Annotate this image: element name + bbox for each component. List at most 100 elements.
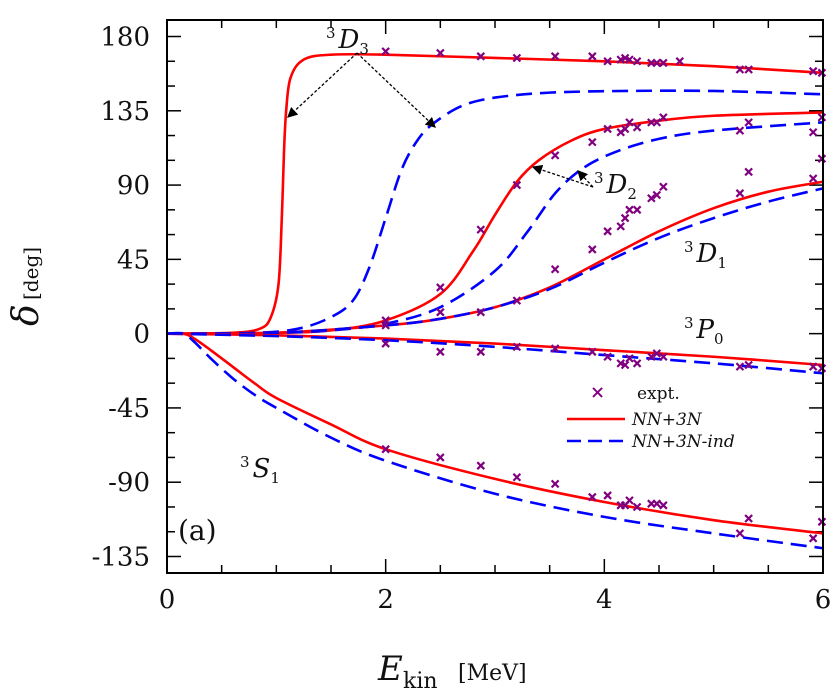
x-axis-label: E kin [MeV]: [377, 649, 527, 694]
expt-point: [744, 167, 753, 177]
expt-point: [436, 307, 445, 317]
curves: [166, 52, 824, 550]
expt-point: [603, 491, 612, 500]
expt-point: [632, 359, 642, 368]
y-tick-label: -45: [108, 394, 150, 424]
expt-point: [659, 501, 668, 510]
expt-point: [744, 514, 753, 523]
expt-point: [632, 502, 642, 512]
curve-3D2-nn3n-ind: [166, 121, 824, 335]
expt-point: [744, 65, 753, 74]
expt-point: [817, 154, 827, 163]
expt-point: [476, 225, 486, 234]
expt-point: [659, 113, 668, 122]
expt-point: [632, 56, 642, 66]
expt-point: [808, 362, 818, 371]
expt-point: [735, 362, 745, 371]
expt-point: [436, 283, 445, 292]
expt-point: [808, 66, 818, 76]
annotation-arrows: [287, 52, 594, 188]
expt-point: [588, 52, 597, 61]
expt-point: [512, 342, 522, 352]
expt-point: [808, 534, 818, 543]
legend-expt-marker: ×: [590, 382, 605, 403]
expt-point: [550, 52, 560, 61]
expt-point: [652, 349, 662, 358]
curve-3S1-nn3n-ind: [166, 331, 824, 550]
expt-point: [735, 126, 745, 135]
x-tick-label: 4: [596, 585, 613, 615]
expt-point: [550, 479, 560, 489]
y-tick-label: -135: [92, 542, 150, 572]
expt-point: [652, 118, 662, 127]
expt-point: [588, 347, 597, 357]
expt-point: [436, 48, 445, 58]
expt-point: [808, 127, 818, 137]
expt-point: [625, 118, 634, 127]
expt-point: [675, 56, 685, 66]
expt-point: [652, 499, 662, 508]
expt-point: [817, 364, 827, 373]
expt-point: [381, 339, 390, 348]
expt-point: [625, 354, 634, 363]
annotation-arrow: [287, 52, 358, 118]
expt-point: [476, 52, 486, 61]
x-tick-label: 6: [815, 585, 830, 615]
annotation-arrow: [577, 170, 594, 188]
expt-point: [512, 53, 522, 63]
y-tick-label: 135: [100, 97, 150, 127]
y-tick-label: -90: [108, 468, 150, 498]
expt-point: [625, 55, 634, 64]
channel-labels: 3 D3 3 D2 3 D1 3 P0 3 S1: [240, 24, 727, 487]
svg-text:kin: kin: [403, 669, 438, 694]
expt-point: [512, 296, 522, 305]
expt-point: [632, 123, 642, 132]
expt-point: [659, 58, 668, 68]
expt-point: [659, 182, 668, 192]
svg-text:[deg]: [deg]: [19, 247, 43, 300]
expt-point: [817, 113, 827, 122]
curve-3D1-nn3n-ind: [166, 187, 824, 335]
expt-point: [381, 47, 390, 56]
expt-point: [603, 56, 612, 66]
svg-text:δ: δ: [6, 304, 47, 326]
legend: × expt. NN+3N NN+3N-ind: [567, 382, 735, 452]
channel-label-3S1: 3 S1: [240, 453, 280, 487]
legend-nn3n-label: NN+3N: [631, 410, 703, 430]
channel-label-3P0: 3 P0: [684, 314, 724, 348]
curve-3D2-nn3n: [166, 111, 824, 335]
expt-point: [625, 496, 634, 505]
x-tick-label: 0: [159, 585, 176, 615]
channel-label-3D3: 3 D3: [326, 24, 369, 58]
expt-point: [647, 194, 656, 203]
expt-point: [476, 347, 486, 357]
channel-label-3D2: 3 D2: [594, 169, 637, 203]
expt-point: [550, 344, 560, 353]
expt-point: [652, 58, 662, 68]
axis-ticks: 0 2 4 6 -135 -90 -45 0 45 90 135 180: [92, 20, 830, 615]
y-tick-label: 0: [133, 320, 150, 350]
x-tick-label: 2: [377, 585, 394, 615]
panel-label: (a): [178, 514, 217, 547]
curve-3P0-nn3n-ind: [166, 332, 824, 375]
expt-point: [620, 124, 630, 134]
expt-point: [735, 529, 745, 538]
expt-point: [588, 245, 597, 254]
expt-point: [436, 453, 445, 462]
y-tick-label: 180: [100, 23, 150, 53]
curve-3D3-nn3n: [166, 52, 824, 335]
expt-point: [381, 321, 390, 330]
expt-point: [603, 227, 612, 236]
curve-3P0-nn3n: [166, 332, 824, 367]
annotation-arrow: [531, 164, 594, 188]
expt-point: [744, 118, 753, 127]
expt-point: [436, 347, 445, 357]
expt-point: [817, 68, 827, 78]
expt-point: [476, 307, 486, 317]
expt-point: [735, 189, 745, 198]
expt-point: [625, 205, 634, 215]
expt-point: [620, 360, 630, 370]
expt-point: [476, 461, 486, 470]
expt-point: [588, 137, 597, 147]
